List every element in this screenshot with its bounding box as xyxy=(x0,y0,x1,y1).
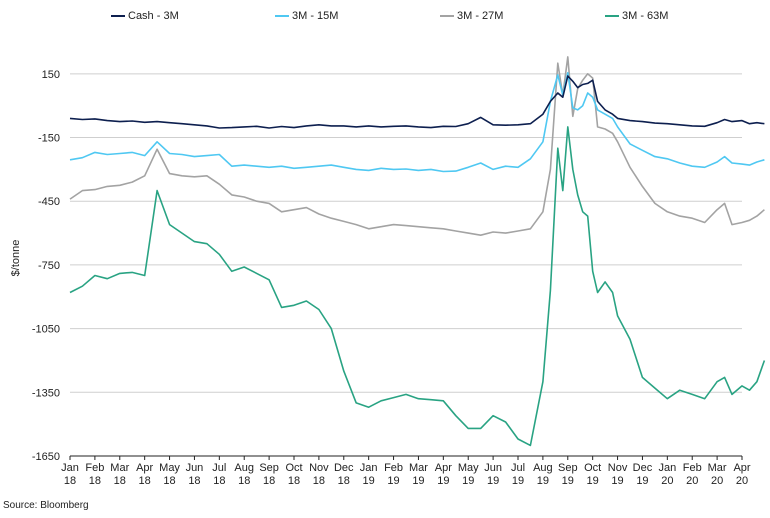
x-tick-month: Nov xyxy=(608,462,628,474)
x-tick-year: 18 xyxy=(89,475,101,487)
x-tick-month: Nov xyxy=(309,462,329,474)
x-tick-month: Oct xyxy=(285,462,302,474)
y-tick-label: 150 xyxy=(42,69,60,81)
x-tick-year: 18 xyxy=(313,475,325,487)
legend-label: 3M - 15M xyxy=(292,10,339,22)
legend-item: 3M - 15M xyxy=(275,9,338,23)
x-tick-month: Apr xyxy=(435,462,452,474)
x-tick-month: May xyxy=(159,462,180,474)
x-tick-year: 19 xyxy=(363,475,375,487)
y-axis-ticks: 150 -150 -450 -750 -1050 -1350 -1650 xyxy=(32,69,60,463)
y-axis-label: $/tonne xyxy=(10,239,22,277)
x-tick-year: 19 xyxy=(512,475,524,487)
x-tick-year: 19 xyxy=(562,475,574,487)
x-tick-year: 18 xyxy=(338,475,350,487)
x-tick-year: 19 xyxy=(636,475,648,487)
gridlines xyxy=(70,73,742,393)
series-line-cash-3m xyxy=(69,75,765,129)
x-tick-month: Aug xyxy=(533,462,553,474)
series-line-3m-15m xyxy=(69,72,765,173)
x-tick-month: Oct xyxy=(584,462,601,474)
x-tick-year: 19 xyxy=(412,475,424,487)
x-tick-year: 18 xyxy=(163,475,175,487)
legend-swatch xyxy=(275,15,289,17)
x-tick-year: 18 xyxy=(114,475,126,487)
y-tick-label: -1050 xyxy=(32,324,60,336)
x-tick-year: 18 xyxy=(288,475,300,487)
x-tick-month: May xyxy=(458,462,479,474)
x-tick-year: 18 xyxy=(213,475,225,487)
series-line-3m-27m xyxy=(69,56,765,236)
x-tick-month: Jun xyxy=(186,462,204,474)
x-tick-month: Jul xyxy=(212,462,226,474)
y-tick-label: -1650 xyxy=(32,451,60,463)
y-tick-label: -450 xyxy=(38,196,60,208)
x-tick-month: Jun xyxy=(484,462,502,474)
x-tick-year: 18 xyxy=(238,475,250,487)
x-tick-year: 20 xyxy=(711,475,723,487)
legend-label: 3M - 27M xyxy=(457,10,504,22)
legend-label: Cash - 3M xyxy=(128,10,179,22)
x-tick-month: Dec xyxy=(633,462,653,474)
x-tick-year: 18 xyxy=(64,475,76,487)
x-tick-month: Mar xyxy=(110,462,129,474)
x-tick-month: Feb xyxy=(85,462,104,474)
series-line-3m-63m xyxy=(69,126,766,447)
x-tick-year: 19 xyxy=(387,475,399,487)
x-tick-month: Jan xyxy=(360,462,378,474)
y-tick-label: -1350 xyxy=(32,387,60,399)
x-tick-month: Apr xyxy=(136,462,153,474)
legend-item: 3M - 63M xyxy=(605,9,668,23)
x-tick-year: 19 xyxy=(462,475,474,487)
source-note: Source: Bloomberg xyxy=(3,500,89,511)
x-tick-month: Sep xyxy=(558,462,578,474)
x-axis-ticks: Jan18Feb18Mar18Apr18May18Jun18Jul18Aug18… xyxy=(61,456,751,487)
x-tick-month: Sep xyxy=(259,462,279,474)
x-tick-month: Mar xyxy=(409,462,428,474)
x-tick-month: Aug xyxy=(234,462,254,474)
x-tick-month: Mar xyxy=(708,462,727,474)
x-tick-year: 19 xyxy=(537,475,549,487)
legend-swatch xyxy=(605,15,619,17)
legend-label: 3M - 63M xyxy=(622,10,669,22)
y-tick-label: -150 xyxy=(38,133,60,145)
series-lines xyxy=(69,56,766,447)
x-tick-year: 18 xyxy=(188,475,200,487)
x-tick-month: Jan xyxy=(658,462,676,474)
legend-swatch xyxy=(440,15,454,17)
y-tick-label: -750 xyxy=(38,260,60,272)
legend-swatch xyxy=(111,15,125,17)
x-tick-month: Jan xyxy=(61,462,79,474)
legend-item: 3M - 27M xyxy=(440,9,503,23)
x-tick-year: 19 xyxy=(487,475,499,487)
x-tick-year: 19 xyxy=(437,475,449,487)
x-tick-month: Apr xyxy=(733,462,750,474)
x-tick-month: Feb xyxy=(683,462,702,474)
x-tick-year: 18 xyxy=(263,475,275,487)
legend-item: Cash - 3M xyxy=(111,9,179,23)
x-tick-year: 19 xyxy=(587,475,599,487)
x-tick-month: Jul xyxy=(511,462,525,474)
x-tick-year: 19 xyxy=(611,475,623,487)
x-tick-month: Feb xyxy=(384,462,403,474)
x-tick-month: Dec xyxy=(334,462,354,474)
x-tick-year: 20 xyxy=(736,475,748,487)
x-tick-year: 20 xyxy=(661,475,673,487)
x-tick-year: 20 xyxy=(686,475,698,487)
x-tick-year: 18 xyxy=(139,475,151,487)
